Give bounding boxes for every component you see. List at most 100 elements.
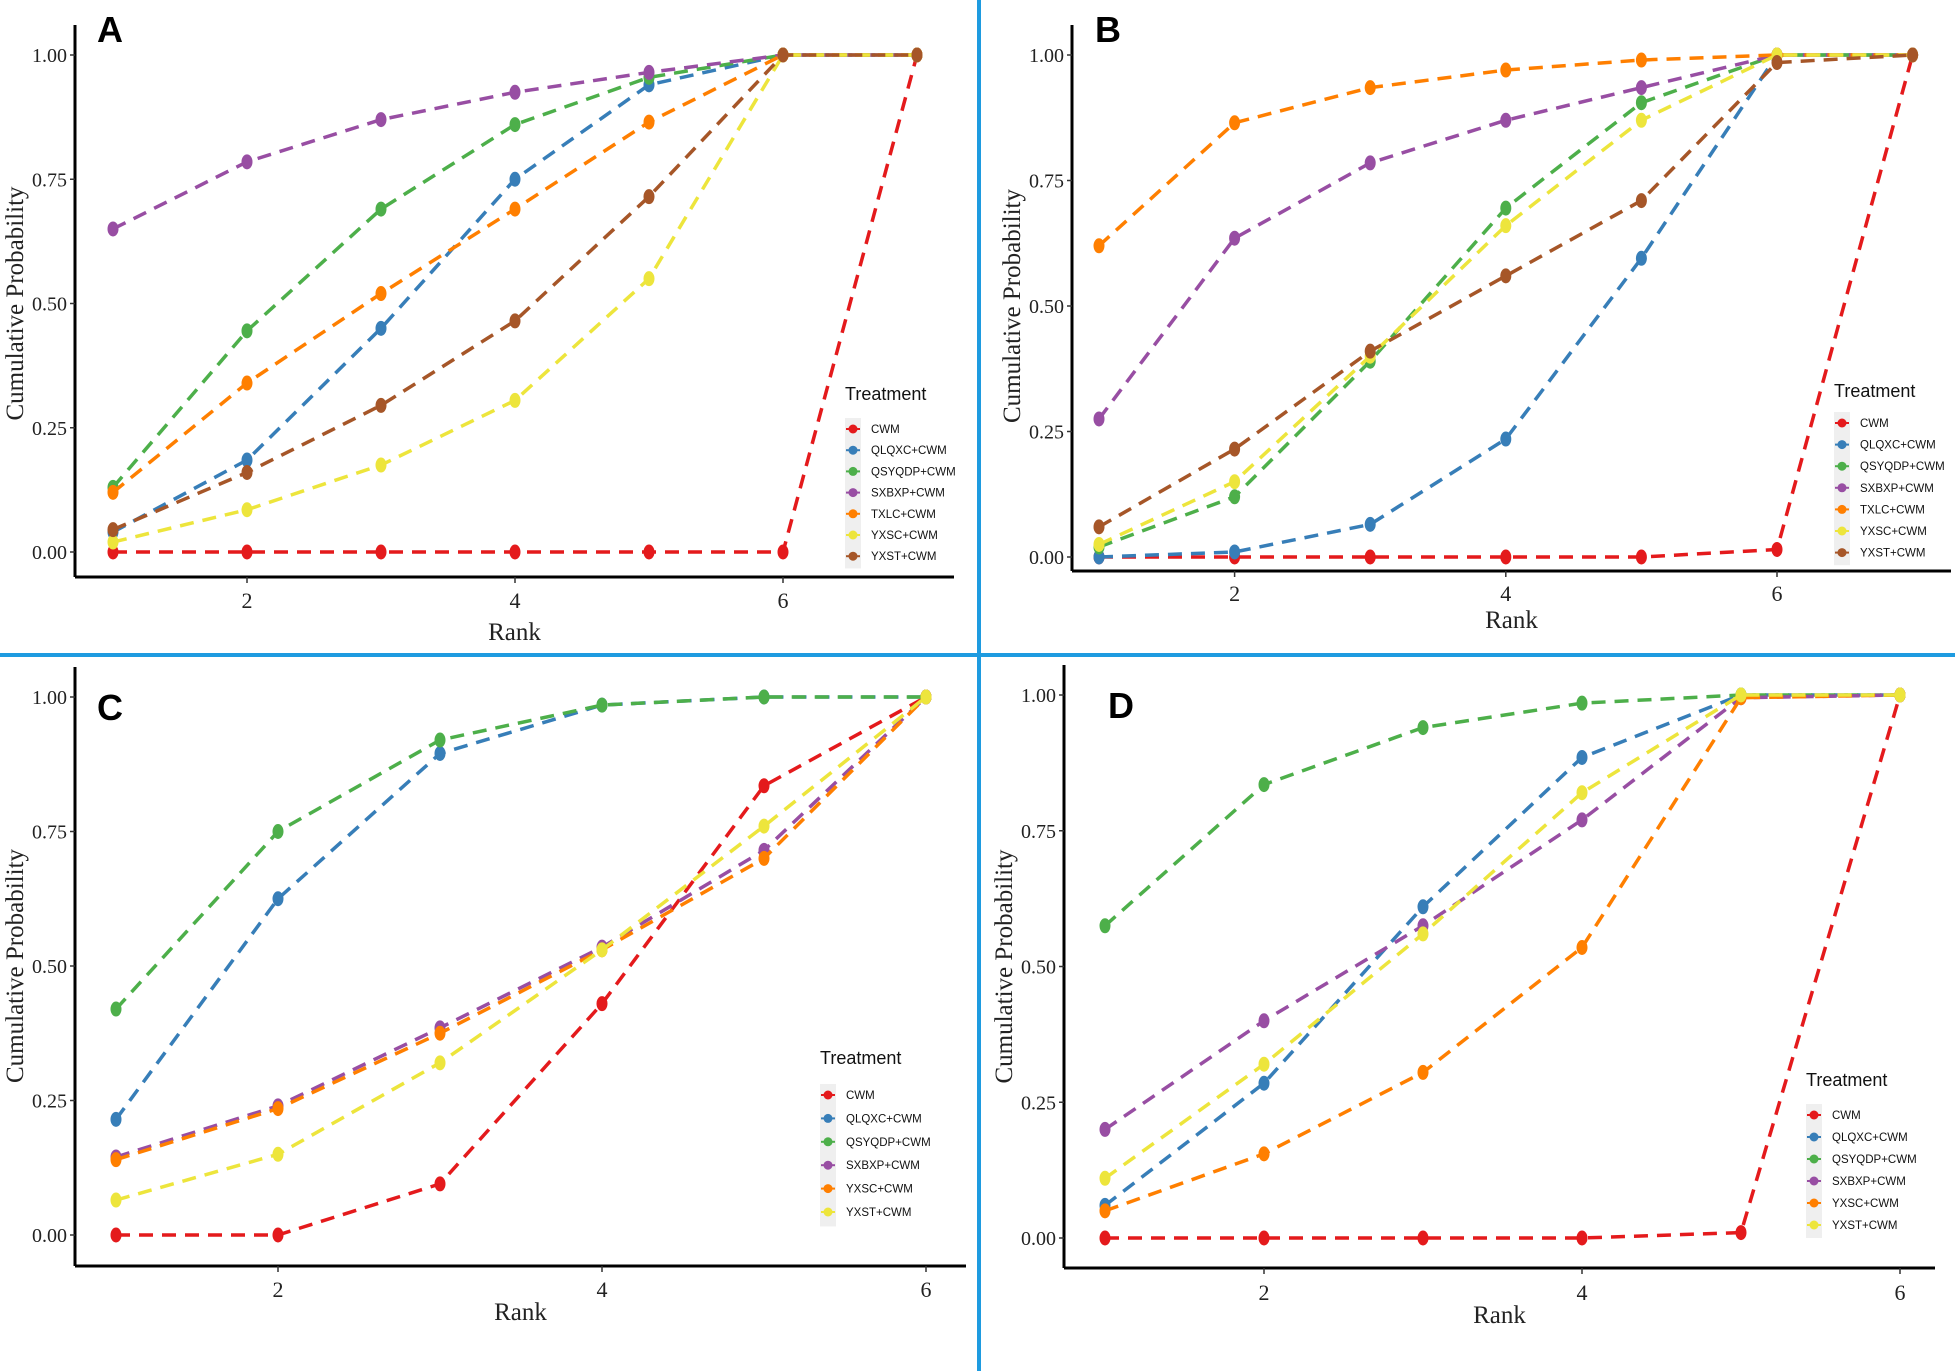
- panel-a-data-point: [509, 201, 521, 217]
- panel-b-letter: B: [1095, 9, 1121, 50]
- panel-b-x-tick-label: 2: [1229, 581, 1240, 606]
- panel-c-data-point: [272, 891, 284, 907]
- panel-a-data-point: [241, 154, 253, 170]
- panel-b-data-point: [1500, 549, 1512, 565]
- panel-a-legend-label: YXST+CWM: [871, 551, 937, 563]
- panel-d-y-tick-label: 1.00: [1021, 685, 1056, 707]
- panel-b-data-point: [1364, 80, 1376, 96]
- panel-c-x-axis-title: Rank: [494, 1299, 547, 1326]
- panel-d-data-point: [1258, 1056, 1270, 1072]
- panel-a-y-tick-label: 0.75: [32, 169, 67, 191]
- panel-b-data-point: [1635, 112, 1647, 128]
- panel-d-data-point: [1894, 687, 1906, 703]
- panel-c-data-point: [272, 824, 284, 839]
- panel-d-data-point: [1099, 1203, 1111, 1219]
- panel-c-data-point: [434, 745, 446, 761]
- panel-d-legend-key-dot: [1809, 1132, 1819, 1142]
- panel-a-data-point: [107, 522, 119, 538]
- panel-a-data-point: [241, 502, 253, 518]
- panel-c-legend-key-dot: [823, 1090, 833, 1100]
- panel-a-data-point: [107, 534, 119, 550]
- panel-a-data-point: [911, 47, 923, 63]
- panel-b-y-axis-title: Cumulative Probability: [999, 188, 1026, 423]
- panel-d-data-point: [1099, 1170, 1111, 1186]
- panel-b-data-point: [1635, 549, 1647, 565]
- panel-d-data-point: [1576, 695, 1588, 711]
- panel-c-data-point: [920, 689, 932, 705]
- panel-b-y-tick-label: 0.00: [1029, 547, 1064, 569]
- panel-a-data-point: [643, 64, 655, 80]
- panel-b-legend-key-dot: [1837, 483, 1847, 493]
- panel-d-legend-key-dot: [1809, 1110, 1819, 1120]
- panel-a-data-point: [509, 392, 521, 408]
- panel-d-x-tick-label: 4: [1577, 1280, 1588, 1305]
- panel-b-x-tick-label: 6: [1772, 581, 1783, 606]
- panel-c-legend-label: YXSC+CWM: [846, 1184, 913, 1196]
- panel-c-series-line: [115, 695, 928, 1159]
- panel-b-data-point: [1500, 112, 1512, 128]
- panel-b-data-point: [1635, 52, 1647, 68]
- panel-c-data-point: [110, 1152, 122, 1168]
- panel-d-data-point: [1417, 1230, 1429, 1246]
- panel-c-legend-label: YXST+CWM: [846, 1207, 912, 1219]
- panel-b-data-point: [1500, 62, 1512, 78]
- panel-b-data-point: [1364, 516, 1376, 532]
- panel-b-y-tick-label: 0.75: [1029, 171, 1064, 193]
- panel-a-legend-key-dot: [848, 551, 858, 561]
- panel-c-series-line: [114, 695, 926, 1011]
- panel-d-data-point: [1099, 1121, 1111, 1137]
- panel-a-data-point: [509, 84, 521, 100]
- panel-a-data-point: [643, 544, 655, 560]
- panel-a-data-point: [777, 544, 789, 560]
- panel-b-data-point: [1093, 411, 1105, 427]
- panel-c-legend-label: QSYQDP+CWM: [846, 1137, 931, 1149]
- panel-c-data-point: [434, 1025, 446, 1041]
- panel-d-x-tick-label: 2: [1259, 1280, 1270, 1305]
- panel-c-x-tick-label: 4: [597, 1277, 608, 1302]
- panel-c-y-tick-label: 1.00: [32, 687, 67, 709]
- panel-c-series-line: [115, 695, 928, 1162]
- panel-c-data-point: [596, 697, 608, 713]
- panel-a-data-point: [509, 544, 521, 560]
- panel-c-y-axis-title: Cumulative Probability: [2, 848, 29, 1083]
- panel-b-y-tick-label: 0.25: [1029, 422, 1064, 444]
- panel-b-data-point: [1500, 268, 1512, 284]
- panel-b-data-point: [1229, 544, 1241, 560]
- panel-b-legend-key-dot: [1837, 440, 1847, 450]
- panel-c-series-line: [114, 695, 926, 1121]
- panel-d-x-axis-title: Rank: [1473, 1302, 1526, 1329]
- panel-a-y-tick-label: 0.00: [32, 542, 67, 564]
- panel-a-legend-label: CWM: [871, 424, 900, 436]
- panel-c-letter: C: [97, 687, 123, 728]
- panel-d-y-axis-title: Cumulative Probability: [991, 849, 1018, 1084]
- panel-a-y-tick-label: 0.25: [32, 418, 67, 440]
- panel-c-legend-key-dot: [823, 1184, 833, 1194]
- panel-b-data-point: [1093, 238, 1105, 254]
- panel-d-series-line: [1104, 693, 1901, 1213]
- panel-a-data-point: [777, 47, 789, 63]
- panel-a-data-point: [643, 271, 655, 287]
- panel-d-data-point: [1576, 749, 1588, 765]
- panel-b-data-point: [1364, 549, 1376, 565]
- panel-d-legend-label: QLQXC+CWM: [1832, 1132, 1908, 1144]
- panel-b-data-point: [1229, 230, 1241, 246]
- panel-b-data-point: [1093, 536, 1105, 552]
- panel-d-data-point: [1576, 939, 1588, 955]
- panel-d-legend-label: YXSC+CWM: [1832, 1198, 1899, 1210]
- panel-a-legend-key-dot: [848, 445, 858, 455]
- panel-d-y-tick-label: 0.75: [1021, 821, 1056, 843]
- panel-c-series-line: [116, 695, 927, 1237]
- panel-d-series-line: [1103, 693, 1900, 1207]
- panel-a-data-point: [509, 313, 521, 329]
- panel-a-x-tick-label: 2: [242, 588, 253, 613]
- panel-a-legend-label: QLQXC+CWM: [871, 445, 947, 457]
- panel-b-series-line: [1098, 53, 1913, 547]
- panel-a-data-point: [375, 320, 387, 336]
- panel-b-y-tick-label: 1.00: [1029, 45, 1064, 67]
- panel-c-y-tick-label: 0.25: [32, 1091, 67, 1113]
- panel-a-data-point: [241, 323, 253, 339]
- panel-a-data-point: [509, 117, 521, 133]
- panel-b-legend-label: YXST+CWM: [1860, 548, 1926, 560]
- panel-c-data-point: [434, 1176, 446, 1192]
- panel-b-legend-key-dot: [1837, 526, 1847, 536]
